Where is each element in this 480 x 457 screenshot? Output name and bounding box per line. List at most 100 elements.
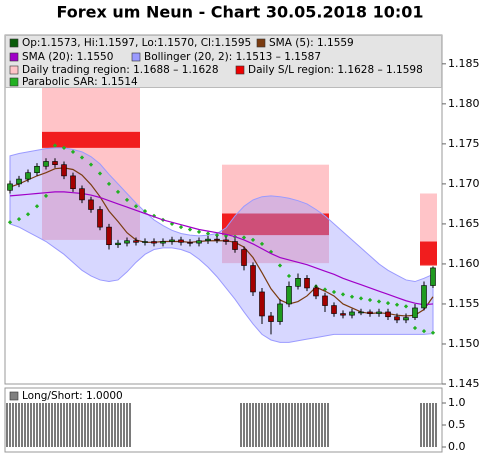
long-short-bar (428, 403, 438, 447)
sar-dot (79, 155, 85, 160)
long-short-bar (77, 403, 87, 447)
candle-body (34, 165, 40, 173)
candle-body (385, 311, 391, 318)
candle-body (232, 241, 238, 250)
y-tick-label: 1.145 (448, 377, 480, 390)
candle-body (106, 226, 112, 246)
long-short-bar (257, 403, 267, 447)
lower-y-tick-label: 0.0 (448, 440, 466, 453)
candle-body (88, 199, 94, 210)
lower-title: Long/Short: 1.0000 (22, 390, 123, 402)
legend-label: Parabolic SAR: 1.1514 (22, 76, 138, 88)
candle-body (367, 311, 373, 314)
candle-body (286, 286, 292, 305)
sar-dot (178, 224, 184, 230)
sar-dot (124, 197, 130, 203)
long-short-bar (23, 403, 33, 447)
candle-body (124, 240, 130, 244)
sar-dot (259, 241, 265, 247)
long-short-bar (239, 403, 249, 447)
legend-swatch (9, 77, 19, 87)
legend-swatch (131, 52, 141, 62)
long-short-bar (113, 403, 123, 447)
long-short-bar (86, 403, 96, 447)
sar-dot (196, 229, 202, 235)
sar-dot (385, 301, 391, 306)
candle-body (25, 172, 31, 180)
candle-body (421, 285, 427, 309)
long-short-bar (275, 403, 285, 447)
candle-body (358, 311, 364, 314)
candle-body (79, 188, 85, 201)
candle-body (304, 278, 310, 289)
sar-dot (394, 302, 400, 307)
y-tick-label: 1.160 (448, 257, 480, 270)
lower-legend-swatch (9, 391, 19, 401)
sar-dot (142, 208, 148, 214)
sar-dot (349, 294, 355, 299)
candle-body (97, 209, 103, 228)
candle-body (403, 317, 409, 321)
long-short-bar (59, 403, 69, 447)
long-short-bar (14, 403, 24, 447)
long-short-bar (104, 403, 114, 447)
candle-body (52, 161, 58, 165)
candle-body (376, 311, 382, 314)
sar-dot (16, 216, 22, 222)
long-short-bar (41, 403, 51, 447)
sar-dot (61, 145, 67, 150)
long-short-bar (293, 403, 303, 447)
long-short-bar (419, 403, 429, 447)
sar-dot (52, 143, 58, 148)
candle-body (349, 311, 355, 316)
candle-body (115, 242, 121, 246)
candle-body (187, 242, 193, 244)
legend-label: SMA (5): 1.1559 (269, 37, 354, 49)
sar-dot (241, 235, 247, 240)
legend-swatch (256, 38, 266, 48)
sar-dot (115, 189, 121, 195)
sl-region (222, 213, 329, 236)
candle-body (313, 287, 319, 297)
long-short-bar (284, 403, 294, 447)
chart-title: Forex um Neun - Chart 30.05.2018 10:01 (56, 3, 423, 22)
sar-dot (367, 297, 373, 303)
long-short-bar (5, 403, 15, 447)
legend-label: Op:1.1573, Hi:1.1597, Lo:1.1570, Cl:1.15… (22, 37, 251, 49)
sar-dot (250, 237, 256, 243)
long-short-bar (68, 403, 78, 447)
long-short-bar (266, 403, 276, 447)
y-tick-label: 1.150 (448, 337, 480, 350)
candle-body (322, 295, 328, 306)
sar-dot (133, 204, 139, 209)
legend-swatch (235, 65, 245, 75)
candle-body (151, 241, 157, 244)
candle-body (169, 239, 175, 242)
candle-body (259, 291, 265, 317)
candle-body (196, 240, 202, 244)
sar-dot (7, 220, 13, 225)
legend-label: Daily trading region: 1.1688 – 1.1628 (22, 64, 219, 76)
legend-label: Daily S/L region: 1.1628 – 1.1598 (248, 64, 423, 76)
candle-body (61, 164, 67, 177)
y-tick-label: 1.155 (448, 297, 480, 310)
candle-body (142, 241, 148, 243)
legend-swatch (9, 52, 19, 62)
candle-body (205, 238, 211, 242)
sar-dot (430, 330, 436, 335)
y-tick-label: 1.165 (448, 217, 480, 230)
lower-y-tick-label: 1.0 (448, 396, 466, 409)
sar-dot (88, 162, 94, 167)
long-short-bar (122, 403, 132, 447)
sl-region (42, 131, 140, 148)
sar-dot (205, 231, 211, 236)
long-short-bar (95, 403, 105, 447)
sar-dot (376, 299, 382, 304)
long-short-bar (32, 403, 42, 447)
y-tick-label: 1.185 (448, 57, 480, 70)
candle-body (430, 267, 436, 286)
candle-body (250, 265, 256, 293)
sar-dot (277, 263, 283, 268)
long-short-bar (302, 403, 312, 447)
